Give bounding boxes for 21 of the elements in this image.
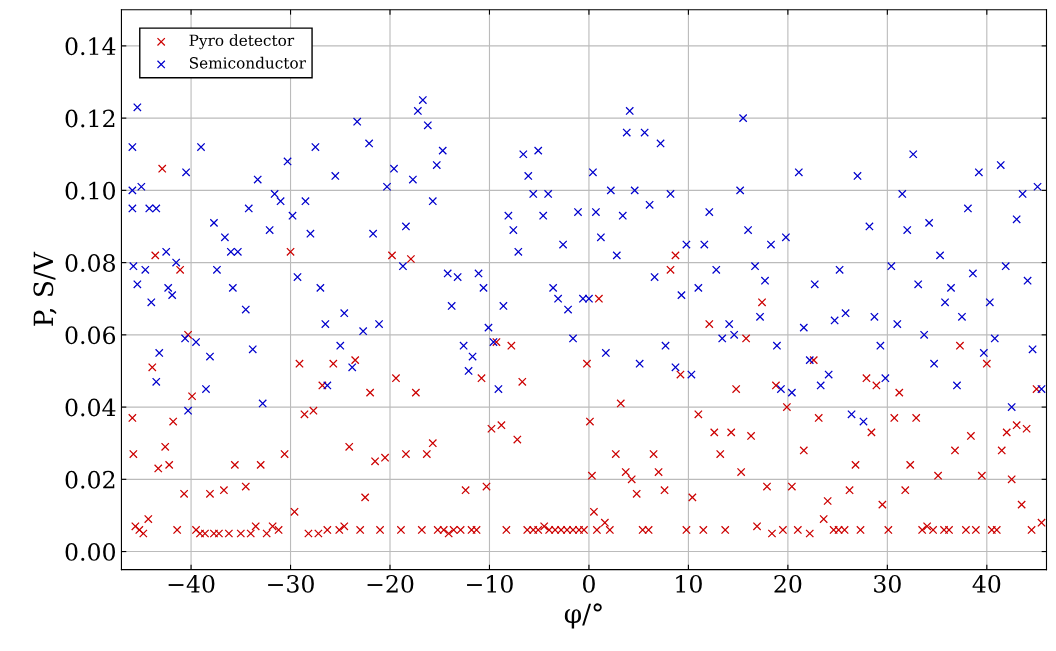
- y-axis-title: P, S/V: [33, 251, 57, 326]
- y-tick-label: 0.14: [65, 37, 116, 56]
- x-tick-label: 20: [774, 574, 802, 593]
- y-tick-label: 0.00: [65, 543, 116, 561]
- y-tick-label: 0.02: [65, 470, 115, 489]
- x-tick-label: 40: [972, 574, 1001, 593]
- x-tick-label: 30: [874, 574, 901, 593]
- y-tick-label: 0.06: [65, 326, 116, 345]
- y-tick-label: 0.04: [65, 398, 116, 417]
- x-tick-label: −30: [268, 574, 314, 593]
- y-tick-label: 0.10: [65, 181, 116, 200]
- x-tick-label: 0: [582, 574, 595, 593]
- legend-label: Pyro detector: [189, 34, 295, 50]
- x-tick-label: 10: [676, 574, 702, 593]
- y-tick-label: 0.08: [65, 254, 115, 272]
- legend-label: Semiconductor: [189, 56, 306, 69]
- y-tick-label: 0.12: [65, 109, 115, 128]
- x-tick-label: −10: [467, 574, 513, 593]
- x-axis-title: φ/°: [564, 603, 602, 629]
- x-tick-label: −20: [367, 574, 414, 593]
- x-tick-label: −40: [168, 574, 215, 593]
